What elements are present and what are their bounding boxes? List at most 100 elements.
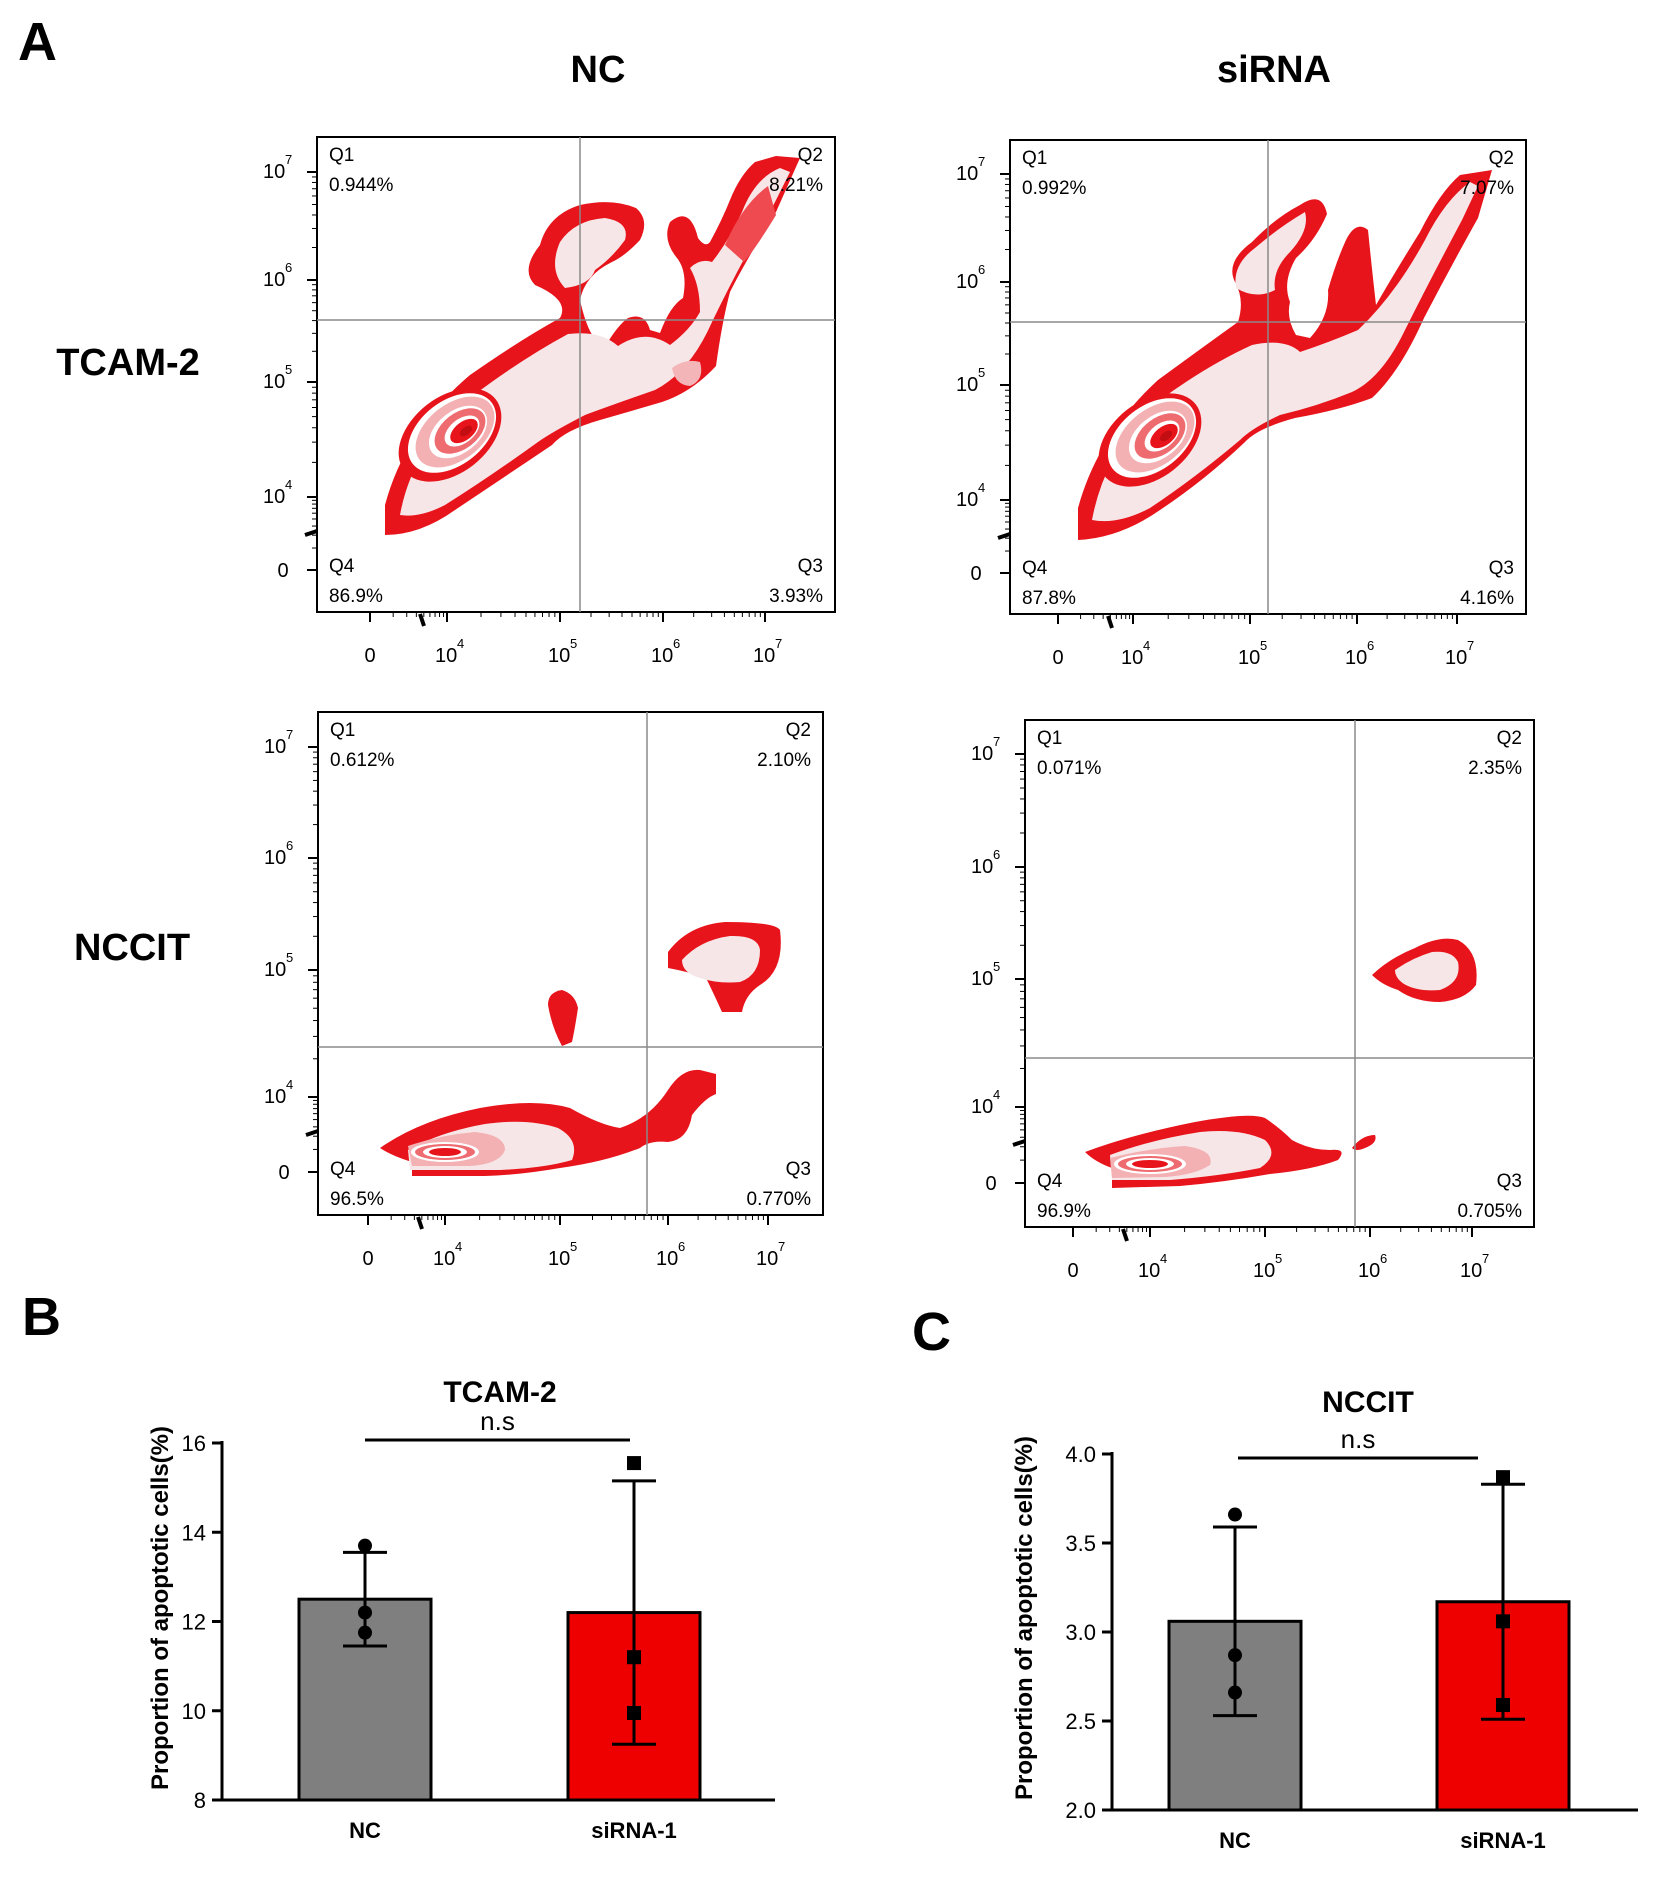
y-tick-label: 10 xyxy=(971,743,993,765)
x-tick-label: 10 xyxy=(753,645,775,667)
x-tick-exponent: 7 xyxy=(1467,638,1474,653)
quadrant-percent: 87.8% xyxy=(1022,588,1076,609)
quadrant-name: Q4 xyxy=(330,1159,356,1180)
x-axis-break xyxy=(1121,1228,1129,1242)
contour-cloud xyxy=(1078,170,1492,540)
flow-plot-tcam2-nc: Q10.944%Q28.21%Q33.93%Q486.9%10710610510… xyxy=(263,136,836,667)
y-tick-exponent: 6 xyxy=(993,847,1000,862)
quadrant-percent: 3.93% xyxy=(769,586,823,607)
x-tick-exponent: 4 xyxy=(1160,1251,1167,1266)
x-axis-break xyxy=(416,1216,424,1230)
quadrant-percent: 2.35% xyxy=(1468,758,1522,779)
y-tick-label: 4.0 xyxy=(1065,1442,1096,1467)
y-tick-label: 10 xyxy=(264,847,286,869)
y-tick-label: 10 xyxy=(956,163,978,185)
y-tick-label: 2.5 xyxy=(1065,1709,1096,1734)
y-tick-label: 3.0 xyxy=(1065,1620,1096,1645)
x-tick-label: 0 xyxy=(1052,647,1063,669)
panel-letter-a: A xyxy=(18,12,57,72)
quadrant-percent: 86.9% xyxy=(329,586,383,607)
column-title-nc: NC xyxy=(571,49,626,91)
y-tick-exponent: 6 xyxy=(978,262,985,277)
quadrant-name: Q1 xyxy=(330,720,355,741)
y-tick-exponent: 4 xyxy=(286,1077,293,1092)
plot-frame xyxy=(316,136,836,613)
contour-cloud xyxy=(385,156,800,535)
y-tick-exponent: 6 xyxy=(285,260,292,275)
quadrant-percent: 96.5% xyxy=(330,1189,384,1210)
x-tick-exponent: 7 xyxy=(1482,1251,1489,1266)
flow-plot-nccit-nc: Q10.612%Q22.10%Q30.770%Q496.5%1071061051… xyxy=(264,711,824,1270)
x-tick-label: 0 xyxy=(364,645,375,667)
x-tick-label: 10 xyxy=(1238,647,1260,669)
y-tick-label: 10 xyxy=(263,161,285,183)
y-tick-label: 10 xyxy=(264,959,286,981)
data-point xyxy=(1228,1507,1242,1522)
data-point xyxy=(1496,1697,1510,1712)
quadrant-percent: 0.071% xyxy=(1037,758,1102,779)
y-tick-exponent: 5 xyxy=(993,959,1000,974)
panel-letter-c: C xyxy=(912,1302,951,1362)
flow-plot-nccit-sirna: Q10.071%Q22.35%Q30.705%Q496.9%1071061051… xyxy=(971,719,1535,1282)
x-tick-label: 10 xyxy=(651,645,673,667)
y-tick-exponent: 7 xyxy=(993,734,1000,749)
y-tick-exponent: 7 xyxy=(286,727,293,742)
x-tick-label: 10 xyxy=(1121,647,1143,669)
quadrant-name: Q4 xyxy=(329,556,355,577)
x-tick-exponent: 4 xyxy=(455,1239,462,1254)
category-label: siRNA-1 xyxy=(591,1818,677,1843)
y-tick-label: 10 xyxy=(956,489,978,511)
quadrant-name: Q1 xyxy=(1022,148,1047,169)
x-tick-label: 10 xyxy=(1358,1260,1380,1282)
y-tick-exponent: 5 xyxy=(978,365,985,380)
data-point xyxy=(1496,1614,1510,1629)
x-tick-label: 0 xyxy=(362,1248,373,1270)
quadrant-name: Q1 xyxy=(329,145,354,166)
significance-label: n.s xyxy=(480,1406,515,1436)
x-axis-break xyxy=(418,613,426,627)
x-tick-exponent: 4 xyxy=(457,636,464,651)
x-tick-label: 10 xyxy=(1138,1260,1160,1282)
quadrant-percent: 0.770% xyxy=(747,1189,812,1210)
significance-label: n.s xyxy=(1341,1424,1376,1454)
y-tick-label: 10 xyxy=(263,371,285,393)
y-axis-break xyxy=(304,529,318,537)
y-tick-label: 14 xyxy=(182,1520,206,1545)
quadrant-name: Q2 xyxy=(798,145,823,166)
quadrant-name: Q4 xyxy=(1022,558,1048,579)
x-tick-label: 10 xyxy=(1345,647,1367,669)
y-tick-exponent: 7 xyxy=(285,152,292,167)
y-tick-exponent: 4 xyxy=(285,477,292,492)
contour-cloud xyxy=(380,922,781,1176)
quadrant-name: Q3 xyxy=(798,556,823,577)
y-tick-label: 3.5 xyxy=(1065,1531,1096,1556)
x-axis-break xyxy=(1106,615,1114,629)
y-tick-label: 8 xyxy=(194,1788,206,1813)
x-tick-label: 10 xyxy=(1253,1260,1275,1282)
data-point xyxy=(1228,1685,1242,1700)
y-tick-exponent: 6 xyxy=(286,838,293,853)
y-tick-exponent: 7 xyxy=(978,154,985,169)
quadrant-name: Q1 xyxy=(1037,728,1062,749)
y-tick-label: 10 xyxy=(971,968,993,990)
y-tick-label: 0 xyxy=(970,563,981,585)
y-axis-label: Proportion of apoptotic cells(%) xyxy=(147,1426,174,1790)
x-tick-label: 10 xyxy=(1460,1260,1482,1282)
x-tick-label: 10 xyxy=(1445,647,1467,669)
panel-letter-b: B xyxy=(22,1287,61,1347)
y-tick-label: 12 xyxy=(182,1610,206,1635)
quadrant-percent: 96.9% xyxy=(1037,1201,1091,1222)
row-title-tcam2: TCAM-2 xyxy=(56,342,200,384)
chart-title: NCCIT xyxy=(1322,1386,1414,1419)
y-tick-label: 10 xyxy=(971,856,993,878)
y-axis-label: Proportion of apoptotic cells(%) xyxy=(1011,1436,1038,1800)
x-tick-label: 10 xyxy=(656,1248,678,1270)
data-point xyxy=(358,1625,372,1640)
y-tick-exponent: 5 xyxy=(285,362,292,377)
quadrant-name: Q3 xyxy=(786,1159,811,1180)
chart-title: TCAM-2 xyxy=(443,1376,556,1409)
quadrant-percent: 8.21% xyxy=(769,175,823,196)
quadrant-percent: 0.612% xyxy=(330,750,395,771)
y-tick-label: 10 xyxy=(956,271,978,293)
bar-chart-tcam2: TCAM-2 Proportion of apoptotic cells(%) … xyxy=(147,1376,775,1843)
